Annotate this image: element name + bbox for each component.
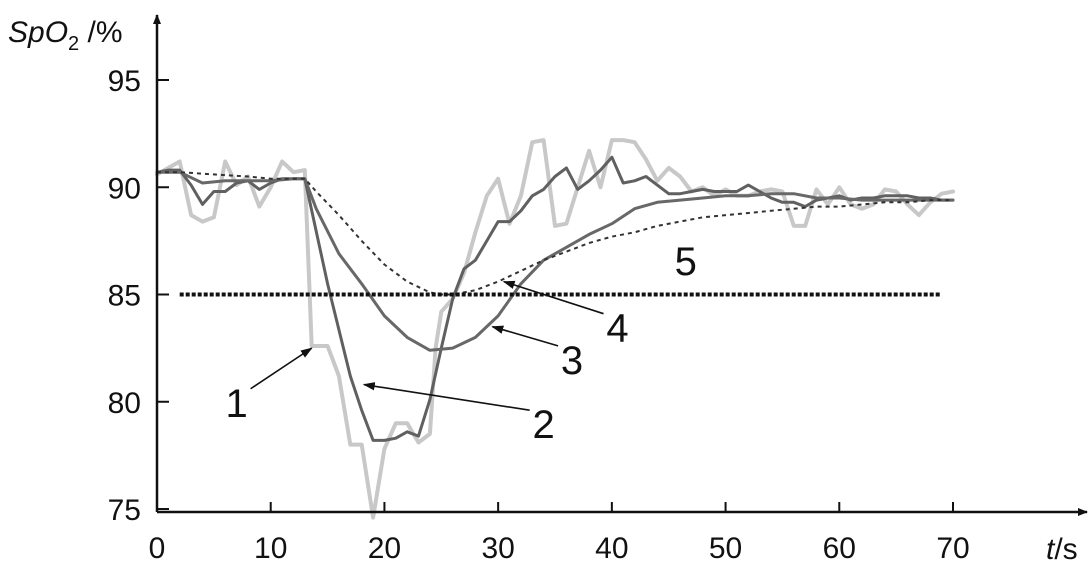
x-tick-label-10: 10	[254, 532, 287, 565]
callout-label-2: 2	[533, 403, 555, 447]
series-line-4	[157, 171, 953, 296]
series-line-3	[155, 170, 955, 352]
callout-arrow-3	[491, 325, 559, 347]
x-axis-title: t/s	[1046, 533, 1078, 566]
y-tick-label-95: 95	[108, 65, 141, 98]
x-tick-label-40: 40	[595, 532, 628, 565]
x-tick-label-30: 30	[481, 532, 514, 565]
labels-layer: 75 80 85 90 95 0 10 20 30 40 50 60 70 SpO2 /% t/s	[8, 16, 1078, 566]
series-line-1	[155, 138, 955, 520]
callout-arrow-1	[250, 347, 313, 390]
y-axis-title: SpO2 /%	[8, 16, 123, 55]
y-tick-label-75: 75	[108, 494, 141, 527]
callout-label-4: 4	[606, 307, 628, 351]
callout-arrow-2	[362, 382, 530, 412]
annotation-layer: 1 234 5	[225, 240, 696, 447]
x-tick-label-50: 50	[709, 532, 742, 565]
series-layer	[155, 138, 955, 520]
y-tick-label-80: 80	[108, 387, 141, 420]
x-tick-label-20: 20	[368, 532, 401, 565]
callout-label-5: 5	[675, 240, 697, 284]
x-tick-label-0: 0	[149, 532, 166, 565]
axes-layer	[153, 14, 1088, 516]
y-tick-label-90: 90	[108, 172, 141, 205]
y-tick-label-85: 85	[108, 280, 141, 313]
x-tick-label-60: 60	[823, 532, 856, 565]
callout-label-1: 1	[225, 382, 247, 426]
callout-label-3: 3	[561, 339, 583, 383]
callout-arrow-4	[502, 280, 604, 315]
x-tick-label-70: 70	[936, 532, 969, 565]
